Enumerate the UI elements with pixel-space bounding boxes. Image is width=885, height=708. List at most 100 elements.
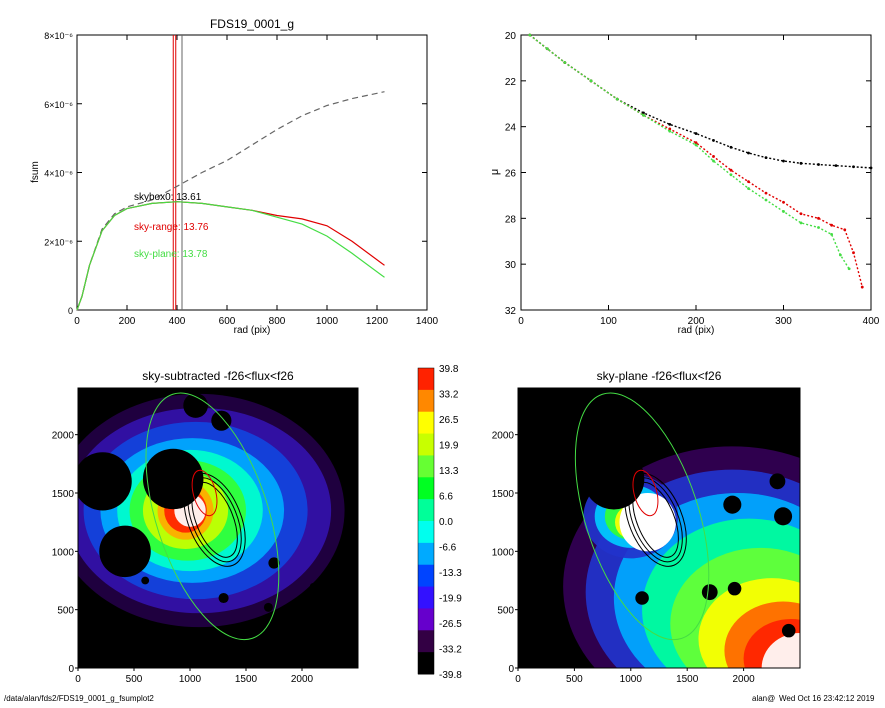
chart2-point: [847, 267, 851, 271]
panel1-mask: [78, 452, 132, 511]
panel2-xtick-label: 0: [515, 674, 521, 685]
chart2-point: [817, 226, 820, 229]
chart2-point: [712, 159, 715, 163]
chart2-point: [694, 143, 698, 147]
colorbar-swatch: [418, 433, 434, 456]
colorbar-swatch: [418, 411, 434, 435]
panel1-inner-ellipse: [191, 469, 218, 517]
chart2-point: [799, 212, 803, 216]
colorbar-swatch: [418, 521, 434, 544]
colorbar-label: -19.9: [439, 594, 462, 605]
colorbar-swatch: [418, 455, 434, 478]
panel1-mask: [142, 448, 204, 510]
colorbar-swatch: [418, 630, 434, 653]
panel1-ytick-label: 1000: [52, 547, 75, 558]
chart2-ytick-label: 28: [505, 214, 517, 225]
panel1-mask: [99, 525, 151, 578]
chart2-ytick-label: 26: [505, 169, 517, 180]
panel2-ytick-label: 500: [497, 606, 514, 617]
colorbar-swatch: [418, 477, 434, 500]
colorbar-label: 26.5: [439, 415, 459, 426]
chart2-point: [817, 163, 820, 166]
footer-timestamp: Wed Oct 16 23:42:12 2019: [779, 694, 875, 703]
panel2-mask: [701, 584, 718, 601]
chart2-xtick-label: 0: [518, 316, 524, 327]
panel2-inner-ellipse: [632, 469, 659, 517]
colorbar-label: 39.8: [439, 364, 459, 375]
colorbar-label: -39.8: [439, 670, 462, 681]
colorbar-swatch: [418, 389, 434, 413]
chart2-series-line: [529, 34, 850, 270]
chart2-point: [747, 180, 750, 184]
panel2-isophote: [632, 481, 679, 558]
panel2-mask: [723, 495, 742, 514]
chart2-point: [694, 132, 698, 135]
chart2-xtick-label: 300: [775, 316, 792, 327]
colorbar-label: 6.6: [439, 492, 453, 503]
chart2-point: [563, 61, 567, 64]
chart2-point: [830, 232, 834, 236]
chart2-point: [668, 127, 672, 131]
chart2-point: [615, 97, 619, 101]
chart1-ytick-label: 8×10⁻⁶: [44, 31, 73, 41]
chart1-annotation: skybox0: 13.61: [134, 192, 202, 203]
panel2-xtick-label: 500: [566, 674, 583, 685]
panel1-mask: [211, 410, 232, 431]
panel1-title: sky-subtracted -f26<flux<f26: [142, 369, 294, 383]
panel2-image: [518, 388, 800, 668]
panel2-mask: [583, 448, 645, 510]
panel1-ytick-label: 0: [68, 664, 74, 675]
chart2-point: [668, 122, 672, 126]
panel1-mask: [141, 576, 150, 585]
colorbar-swatch: [418, 368, 434, 391]
panel1-ytick-label: 1500: [52, 489, 75, 500]
chart2-xtick-label: 100: [600, 316, 617, 327]
chart2-frame: [520, 34, 872, 311]
chart2-point: [747, 151, 750, 155]
chart2-point: [817, 216, 820, 220]
chart2-xtick-label: 200: [688, 316, 705, 327]
chart2-point: [834, 164, 838, 168]
chart2-point: [869, 166, 873, 170]
chart2-ytick-label: 32: [505, 306, 517, 317]
chart2-point: [860, 285, 864, 289]
chart1-frame: [76, 34, 428, 311]
chart2-point: [528, 33, 532, 37]
chart2-point: [799, 221, 803, 225]
panel2-mask: [774, 507, 793, 526]
panel2-ytick-label: 1500: [492, 489, 515, 500]
chart1-ytick-label: 6×10⁻⁶: [44, 100, 73, 110]
chart1-series-line: [76, 201, 385, 311]
chart2-point: [642, 113, 645, 117]
chart2-ylabel: μ: [489, 169, 501, 175]
colorbar-swatch: [418, 499, 434, 522]
chart1-xtick-label: 0: [74, 316, 80, 327]
chart1-xtick-label: 600: [219, 316, 236, 327]
colorbar-swatch: [418, 652, 434, 675]
chart2-point: [782, 200, 785, 204]
panel2-mask: [769, 473, 786, 490]
panel1-xtick-label: 0: [75, 674, 81, 685]
panel2-xtick-label: 2000: [732, 674, 755, 685]
panel1-mask: [183, 393, 208, 418]
panel2-xtick-label: 1500: [676, 674, 699, 685]
panel2-frame: [517, 387, 801, 669]
colorbar-label: 19.9: [439, 441, 459, 452]
chart2-point: [764, 191, 768, 195]
chart1-annotation: sky-range: 13.76: [134, 222, 209, 233]
panel2-xtick-label: 1000: [620, 674, 643, 685]
chart1-ytick-label: 0: [68, 306, 73, 316]
panel1-xtick-label: 500: [126, 674, 143, 685]
chart2-point: [589, 79, 593, 83]
colorbar-frame: [417, 367, 435, 675]
chart1-ytick-label: 2×10⁻⁶: [44, 237, 73, 247]
panel1-ytick-label: 2000: [52, 431, 75, 442]
colorbar-swatch: [418, 542, 434, 566]
panel1-isophote: [183, 472, 246, 567]
chart1-xtick-label: 1200: [366, 316, 389, 327]
panel1-isophote: [187, 477, 242, 563]
panel2-title: sky-plane -f26<flux<f26: [597, 369, 722, 383]
panel1-image: [78, 388, 358, 668]
panel1-isophote: [191, 481, 238, 558]
